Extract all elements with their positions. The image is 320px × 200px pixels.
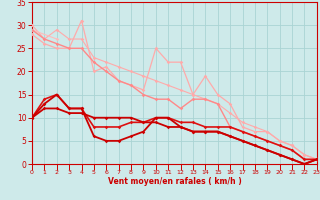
X-axis label: Vent moyen/en rafales ( km/h ): Vent moyen/en rafales ( km/h ) (108, 177, 241, 186)
